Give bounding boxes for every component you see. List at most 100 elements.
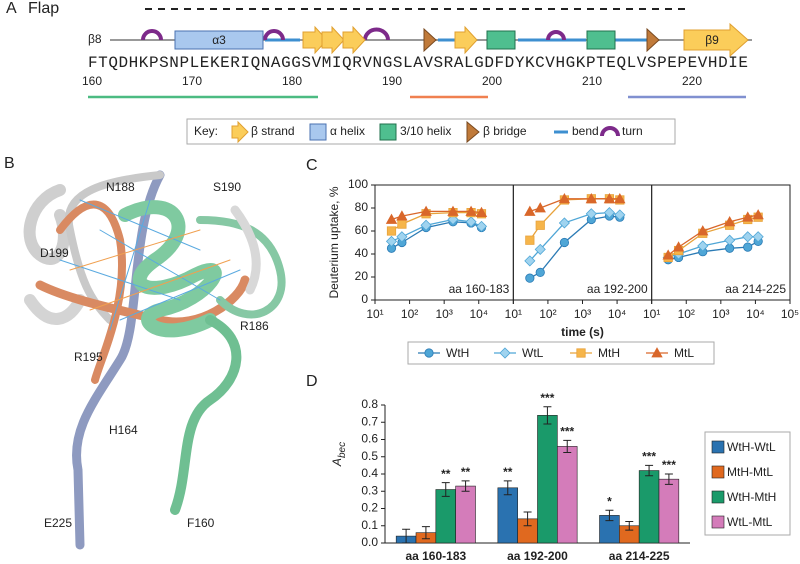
x-axis-label: time (s): [561, 325, 604, 339]
marker: [465, 216, 477, 228]
y-tick-label: 0.3: [361, 483, 378, 497]
key-item: turn: [622, 124, 643, 138]
sequence: FTQDHKPSNPLEKERIQNAGGSVMIQRVNGSLAVSRALGD…: [88, 54, 748, 72]
y-tick-label: 0.2: [361, 501, 378, 515]
marker: [585, 192, 598, 204]
y-tick-label: 80: [355, 200, 369, 214]
residue-number: 180: [282, 74, 302, 88]
panel-label: A: [6, 0, 17, 17]
marker: [752, 209, 764, 220]
residue-number: 200: [482, 74, 502, 88]
bar: [537, 415, 558, 544]
legend-swatch: [711, 440, 725, 454]
x-tick-label: 10²: [539, 307, 556, 321]
x-tick-label: 10²: [401, 307, 418, 321]
legend-label: WtL: [522, 346, 544, 360]
marker: [525, 273, 535, 283]
x-tick-label: aa 192-200: [507, 549, 568, 563]
marker: [475, 206, 488, 217]
y-axis-label: Deuterium uptake, %: [327, 186, 341, 298]
residue-label: S190: [213, 180, 241, 194]
x-tick-label: 10²: [678, 307, 695, 321]
significance: **: [441, 467, 451, 481]
marker: [743, 242, 753, 252]
marker: [424, 348, 434, 358]
marker: [697, 240, 709, 252]
marker: [614, 192, 626, 204]
y-tick-label: 0.0: [361, 535, 378, 549]
marker: [386, 226, 397, 236]
legend-label: WtH-MtH: [727, 490, 776, 504]
bar: [435, 489, 456, 544]
marker: [396, 210, 408, 221]
key-item: α helix: [330, 124, 365, 138]
x-tick-label: aa 214-225: [609, 549, 670, 563]
marker: [603, 192, 616, 204]
significance: ***: [662, 458, 676, 472]
y-tick-label: 0.1: [361, 518, 378, 532]
residue-label: F160: [187, 516, 215, 530]
residue-number: 160: [82, 74, 102, 88]
marker: [420, 219, 432, 231]
marker: [559, 237, 570, 248]
error-bar: [645, 464, 654, 477]
marker: [723, 215, 736, 227]
key-item: β bridge: [483, 124, 527, 138]
secondary-structure: [110, 22, 752, 58]
marker: [558, 192, 571, 204]
marker: [697, 225, 709, 236]
residue-label: N188: [106, 180, 135, 194]
marker: [558, 217, 570, 229]
marker: [662, 249, 674, 260]
panel-label: D: [306, 373, 318, 390]
error-bar: [605, 509, 614, 522]
panel-label: C: [306, 157, 318, 174]
bar: [455, 485, 476, 544]
error-bar: [461, 480, 470, 492]
marker: [396, 231, 408, 243]
marker: [752, 231, 764, 243]
y-tick-label: 60: [355, 223, 369, 237]
x-tick-label: 10³: [574, 307, 591, 321]
y-tick-label: 40: [355, 246, 369, 260]
panel-subtitle: aa 214-225: [725, 282, 786, 296]
key-item: bend: [572, 124, 599, 138]
bar: [557, 446, 578, 544]
marker: [742, 211, 754, 222]
panel-subtitle: aa 192-200: [587, 282, 648, 296]
protein-structure: [23, 170, 286, 550]
marker: [524, 255, 536, 267]
legend-swatch: [711, 490, 725, 504]
flap-label: Flap: [28, 0, 59, 17]
error-bar: [503, 480, 512, 496]
marker: [534, 202, 546, 213]
residue-label: R186: [240, 319, 269, 333]
y-tick-label: 0.6: [361, 432, 378, 446]
residue-label: H164: [109, 423, 138, 437]
marker: [465, 205, 477, 216]
marker: [420, 205, 432, 216]
legend-box: [407, 341, 715, 365]
x-tick-label: 10⁴: [746, 307, 765, 321]
x-tick-label: 10¹: [643, 307, 660, 321]
x-tick-label: 10³: [712, 307, 729, 321]
marker: [475, 220, 488, 232]
key-box: [186, 118, 676, 145]
legend-swatch: [711, 465, 725, 479]
legend-label: MtH-MtL: [727, 465, 773, 479]
x-tick-label: aa 160-183: [405, 549, 466, 563]
marker: [385, 235, 398, 247]
marker: [499, 347, 511, 359]
error-bar: [421, 526, 430, 540]
y-axis-label-main: A: [330, 458, 344, 467]
marker: [524, 205, 536, 216]
error-bar: [523, 511, 532, 527]
ss-label: α3: [212, 33, 226, 47]
legend-label: WtH: [446, 346, 469, 360]
y-tick-label: 100: [348, 177, 368, 191]
y-tick-label: 0: [361, 292, 368, 306]
residue-number: 220: [682, 74, 702, 88]
key-item: 3/10 helix: [400, 124, 451, 138]
y-tick-label: 0.8: [361, 397, 378, 411]
